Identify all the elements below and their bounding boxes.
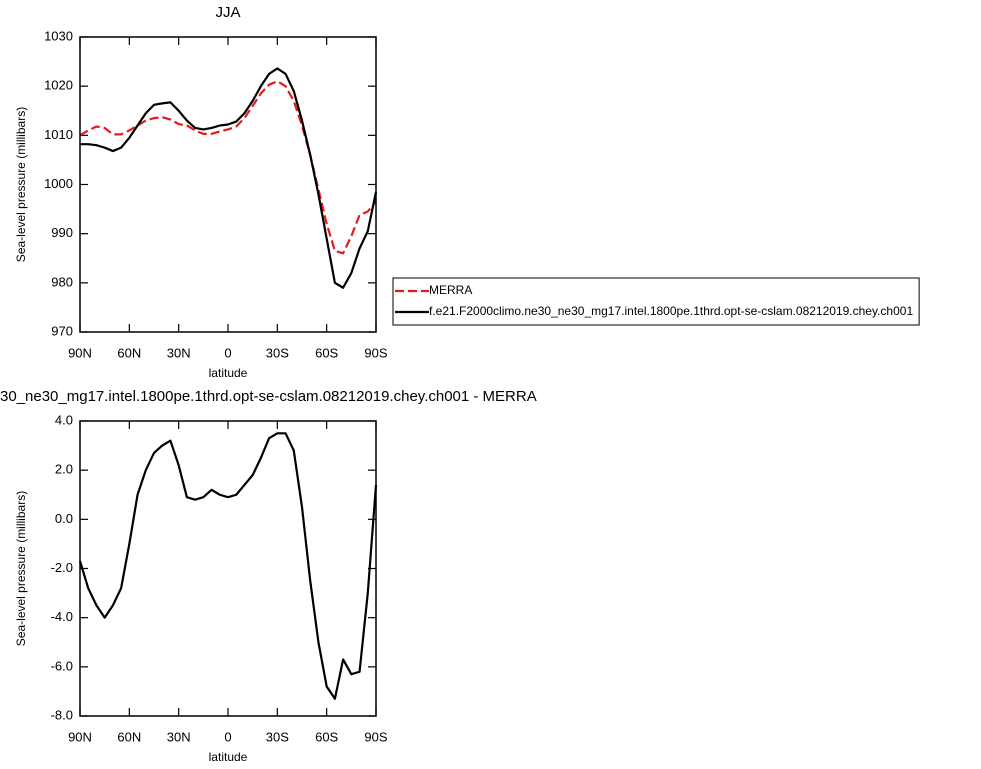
legend-label: MERRA (429, 283, 472, 297)
plot-frame (79, 420, 377, 717)
y-tick-label: 970 (51, 323, 73, 338)
y-tick-label: 990 (51, 225, 73, 240)
x-tick-label: 60N (117, 345, 141, 360)
x-tick-label: 90N (68, 729, 92, 744)
y-tick-label: 2.0 (55, 462, 73, 477)
x-tick-label: 30N (167, 345, 191, 360)
x-tick-label: 90S (364, 345, 387, 360)
x-axis-label: latitude (209, 750, 248, 764)
y-axis-label: Sea-level pressure (millibars) (14, 491, 28, 646)
x-tick-label: 30N (167, 729, 191, 744)
y-tick-label: 980 (51, 274, 73, 289)
x-tick-label: 90N (68, 345, 92, 360)
plot-frame (79, 36, 377, 333)
x-tick-label: 60S (315, 729, 338, 744)
y-tick-label: -8.0 (51, 707, 73, 722)
data-line (79, 80, 377, 255)
x-tick-label: 60S (315, 345, 338, 360)
x-tick-label: 0 (224, 729, 231, 744)
y-tick-label: 1030 (44, 28, 73, 43)
chart-title: JJA (215, 4, 240, 21)
y-tick-label: -6.0 (51, 658, 73, 673)
data-line (78, 432, 378, 700)
y-tick-label: 1000 (44, 176, 73, 191)
x-tick-label: 30S (266, 345, 289, 360)
x-tick-label: 60N (117, 729, 141, 744)
x-tick-label: 0 (224, 345, 231, 360)
y-tick-label: 0.0 (55, 511, 73, 526)
legend-label: f.e21.F2000climo.ne30_ne30_mg17.intel.18… (429, 304, 913, 318)
x-axis-label: latitude (209, 366, 248, 380)
y-axis-label: Sea-level pressure (millibars) (14, 107, 28, 262)
data-line (80, 67, 378, 289)
y-tick-label: -4.0 (51, 609, 73, 624)
y-tick-label: 4.0 (55, 412, 73, 427)
y-tick-label: 1010 (44, 127, 73, 142)
chart-title: 30_ne30_mg17.intel.1800pe.1thrd.opt-se-c… (0, 388, 537, 405)
x-tick-label: 30S (266, 729, 289, 744)
y-tick-label: 1020 (44, 78, 73, 93)
y-tick-label: -2.0 (51, 560, 73, 575)
legend-frame (392, 277, 920, 326)
legend: MERRA f.e21.F2000climo.ne30_ne30_mg17.int… (392, 277, 920, 326)
x-tick-label: 90S (364, 729, 387, 744)
